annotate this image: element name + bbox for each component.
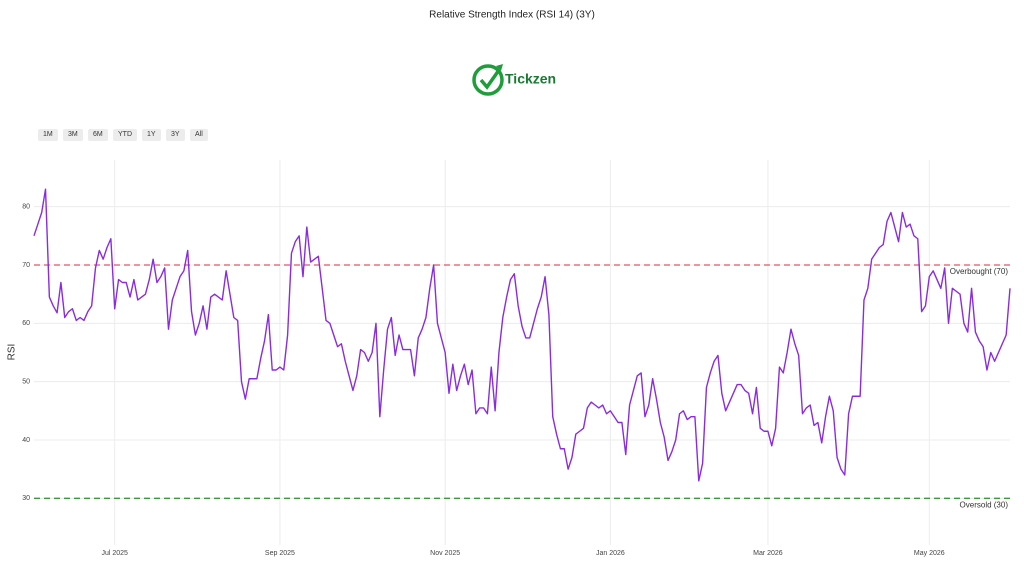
range-button[interactable]: 6M bbox=[88, 129, 108, 141]
reference-label: Oversold (30) bbox=[960, 500, 1009, 509]
logo-text: Tickzen bbox=[505, 71, 556, 87]
rsi-line bbox=[33, 188, 1011, 482]
y-tick-label: 80 bbox=[22, 204, 30, 211]
chart-title: Relative Strength Index (RSI 14) (3Y) bbox=[429, 10, 595, 21]
y-tick-label: 30 bbox=[22, 495, 30, 502]
y-tick-label: 50 bbox=[22, 379, 30, 386]
reference-label: Overbought (70) bbox=[950, 267, 1009, 276]
y-tick-label: 40 bbox=[22, 437, 30, 444]
range-button[interactable]: 3Y bbox=[166, 129, 185, 141]
range-button[interactable]: 1Y bbox=[142, 129, 161, 141]
y-tick-label: 60 bbox=[22, 320, 30, 327]
range-button[interactable]: 3M bbox=[63, 129, 83, 141]
logo-icon bbox=[472, 64, 504, 96]
y-tick-label: 70 bbox=[22, 262, 30, 269]
range-button[interactable]: 1M bbox=[38, 129, 58, 141]
plot-area bbox=[34, 160, 1010, 545]
y-axis-title: RSI bbox=[7, 344, 18, 361]
range-button[interactable]: YTD bbox=[113, 129, 137, 141]
x-tick-label: Sep 2025 bbox=[265, 550, 295, 557]
x-tick-label: Mar 2026 bbox=[753, 550, 783, 557]
range-button[interactable]: All bbox=[190, 129, 208, 141]
x-tick-label: Jan 2026 bbox=[596, 550, 625, 557]
x-tick-label: Jul 2025 bbox=[101, 550, 128, 557]
x-tick-label: May 2026 bbox=[914, 550, 945, 557]
x-tick-label: Nov 2025 bbox=[430, 550, 460, 557]
